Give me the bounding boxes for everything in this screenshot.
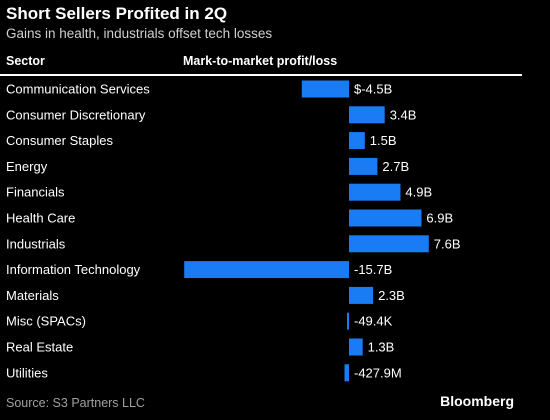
chart-title: Short Sellers Profited in 2Q bbox=[6, 4, 228, 23]
category-label: Information Technology bbox=[6, 262, 141, 277]
category-label: Financials bbox=[6, 185, 65, 200]
value-label: 6.9B bbox=[426, 211, 453, 226]
chart-subtitle: Gains in health, industrials offset tech… bbox=[6, 26, 273, 41]
category-label: Energy bbox=[6, 159, 48, 174]
bar bbox=[349, 132, 365, 150]
category-label: Consumer Staples bbox=[6, 133, 113, 148]
category-label: Communication Services bbox=[6, 82, 150, 97]
category-label: Real Estate bbox=[6, 340, 73, 355]
bar bbox=[301, 80, 350, 98]
value-label: 1.3B bbox=[368, 340, 395, 355]
bar bbox=[344, 364, 349, 382]
value-label: -427.9M bbox=[354, 365, 402, 380]
bar bbox=[349, 157, 378, 175]
value-label: $-4.5B bbox=[354, 82, 392, 97]
category-label: Industrials bbox=[6, 236, 66, 251]
bar bbox=[349, 209, 422, 227]
sector-column-header: Sector bbox=[6, 54, 45, 68]
value-label: 2.7B bbox=[382, 159, 409, 174]
bar bbox=[349, 286, 374, 304]
bar bbox=[349, 338, 363, 356]
value-label: -49.4K bbox=[354, 314, 393, 329]
source-note: Source: S3 Partners LLC bbox=[6, 396, 145, 410]
category-label: Misc (SPACs) bbox=[6, 314, 86, 329]
category-label: Materials bbox=[6, 288, 59, 303]
value-label: 7.6B bbox=[434, 236, 461, 251]
bar bbox=[349, 235, 429, 253]
bar bbox=[184, 261, 349, 279]
value-label: -15.7B bbox=[354, 262, 392, 277]
value-label: 1.5B bbox=[370, 133, 397, 148]
value-column-header: Mark-to-market profit/loss bbox=[183, 54, 338, 68]
category-label: Utilities bbox=[6, 365, 48, 380]
category-label: Consumer Discretionary bbox=[6, 107, 146, 122]
bar bbox=[349, 106, 385, 124]
bar bbox=[349, 183, 401, 201]
header-divider bbox=[0, 74, 522, 76]
value-label: 2.3B bbox=[378, 288, 405, 303]
value-label: 4.9B bbox=[405, 185, 432, 200]
bloomberg-logo: Bloomberg bbox=[440, 393, 514, 409]
bar bbox=[347, 312, 349, 330]
category-label: Health Care bbox=[6, 211, 75, 226]
value-label: 3.4B bbox=[390, 107, 417, 122]
